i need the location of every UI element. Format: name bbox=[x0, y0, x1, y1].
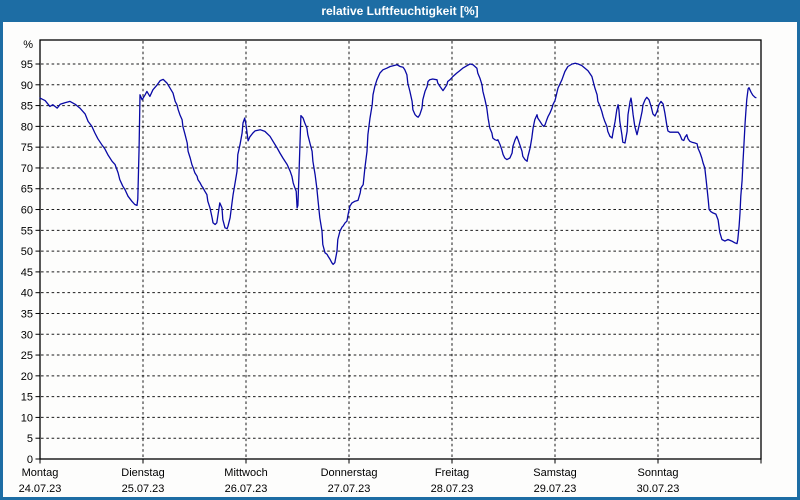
day-date-label: 24.07.23 bbox=[19, 483, 62, 495]
svg-text:35: 35 bbox=[21, 308, 33, 320]
x-gridlines bbox=[142, 41, 659, 458]
svg-text:85: 85 bbox=[21, 101, 33, 113]
day-name-label: Dienstag bbox=[121, 467, 164, 479]
chart-canvas: 0 5 10 15 20 25 30 35 40 45 50 55 60 65 70 75 80 85 90 95% M… bbox=[3, 22, 797, 497]
svg-text:95: 95 bbox=[21, 59, 33, 71]
svg-text:70: 70 bbox=[21, 163, 33, 175]
plot-border bbox=[39, 39, 762, 460]
svg-text:75: 75 bbox=[21, 142, 33, 154]
chart-title: relative Luftfeuchtigkeit [%] bbox=[321, 4, 479, 18]
svg-text:55: 55 bbox=[21, 225, 33, 237]
day-date-label: 27.07.23 bbox=[328, 483, 371, 495]
svg-text:20: 20 bbox=[21, 371, 33, 383]
svg-text:5: 5 bbox=[27, 433, 33, 445]
svg-text:45: 45 bbox=[21, 267, 33, 279]
day-date-label: 28.07.23 bbox=[431, 483, 474, 495]
svg-text:80: 80 bbox=[21, 121, 33, 133]
svg-text:0: 0 bbox=[27, 454, 33, 466]
day-date-label: 30.07.23 bbox=[637, 483, 680, 495]
day-name-label: Sonntag bbox=[638, 467, 679, 479]
humidity-chart-svg: 0 5 10 15 20 25 30 35 40 45 50 55 60 65 70 75 80 85 90 95% M… bbox=[19, 39, 762, 495]
svg-text:10: 10 bbox=[21, 412, 33, 424]
day-name-label: Freitag bbox=[435, 467, 469, 479]
day-date-label: 26.07.23 bbox=[225, 483, 268, 495]
humidity-line bbox=[39, 62, 757, 266]
svg-text:60: 60 bbox=[21, 205, 33, 217]
day-name-label: Samstag bbox=[533, 467, 576, 479]
svg-text:25: 25 bbox=[21, 350, 33, 362]
day-name-label: Donnerstag bbox=[321, 467, 378, 479]
y-axis-labels: 0 5 10 15 20 25 30 35 40 45 50 55 60 65 70 75 80 85 90 95% bbox=[21, 39, 33, 466]
day-name-label: Mittwoch bbox=[224, 467, 267, 479]
y-gridlines bbox=[41, 63, 760, 439]
y-unit-label: % bbox=[23, 39, 33, 51]
svg-text:50: 50 bbox=[21, 246, 33, 258]
day-date-label: 25.07.23 bbox=[122, 483, 165, 495]
svg-text:40: 40 bbox=[21, 288, 33, 300]
day-date-label: 29.07.23 bbox=[534, 483, 577, 495]
axis-ticks bbox=[35, 63, 762, 464]
x-axis-day-labels: Montag 24.07.23 Dienstag 25.07.23 Mittwoch 26… bbox=[19, 467, 680, 495]
svg-text:65: 65 bbox=[21, 184, 33, 196]
window-titlebar: relative Luftfeuchtigkeit [%] bbox=[0, 0, 800, 22]
svg-text:90: 90 bbox=[21, 80, 33, 92]
svg-text:30: 30 bbox=[21, 329, 33, 341]
svg-text:15: 15 bbox=[21, 392, 33, 404]
day-name-label: Montag bbox=[22, 467, 59, 479]
